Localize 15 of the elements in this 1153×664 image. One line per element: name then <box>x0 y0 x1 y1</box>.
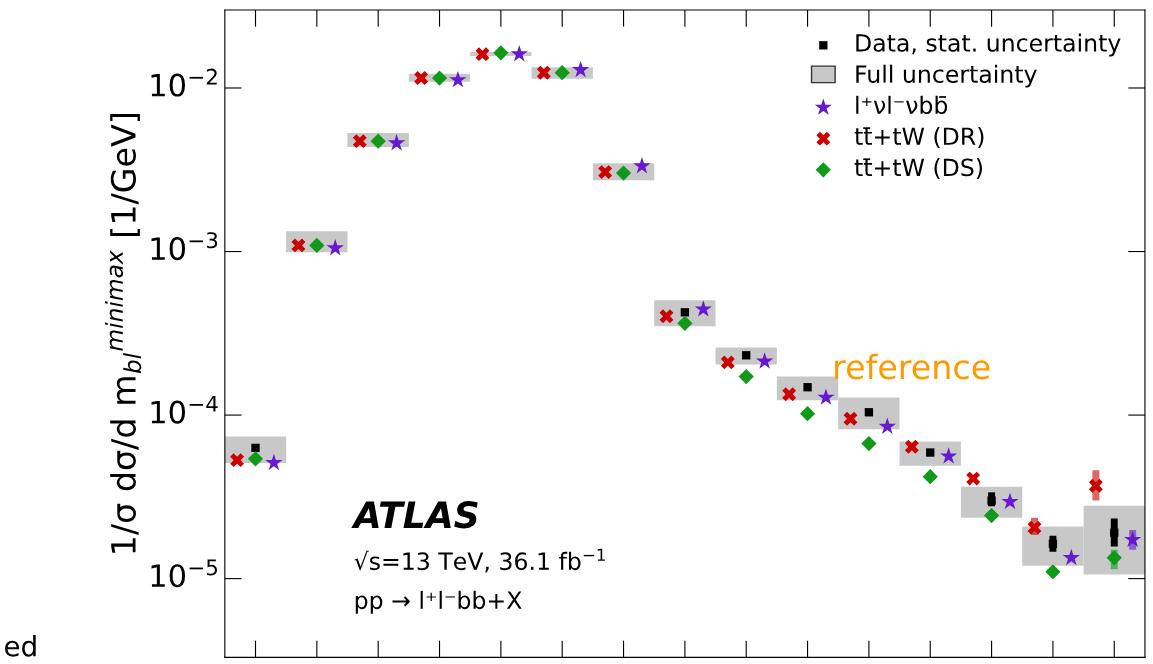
legend-label: l⁺νl⁻νbb̄ <box>856 95 948 115</box>
annotation: pp → l⁺l⁻bb+X <box>355 590 522 614</box>
annotation: √s=13 TeV, 36.1 fb$^{−1}$ <box>354 548 605 573</box>
y-tick-label: 10$^{−3}$ <box>151 232 218 261</box>
legend-label: tt̄+tW (DR) <box>854 126 984 148</box>
legend-label: Full uncertainty <box>856 64 1037 88</box>
y-axis-title: 1/σ dσ/d m$_{bl}$$^{minimax}$ [1/GeV] <box>105 114 142 553</box>
y-tick-label: 10$^{−5}$ <box>151 559 217 588</box>
legend-label: tt̄+tW (DS) <box>854 158 982 180</box>
annotation: ATLAS <box>351 501 478 529</box>
text: ed <box>4 635 36 657</box>
y-tick-label: 10$^{−2}$ <box>151 68 217 97</box>
y-tick-label: 10$^{−4}$ <box>151 396 218 424</box>
annotation: reference <box>835 353 990 380</box>
legend-label: Data, stat. uncertainty <box>856 33 1121 57</box>
